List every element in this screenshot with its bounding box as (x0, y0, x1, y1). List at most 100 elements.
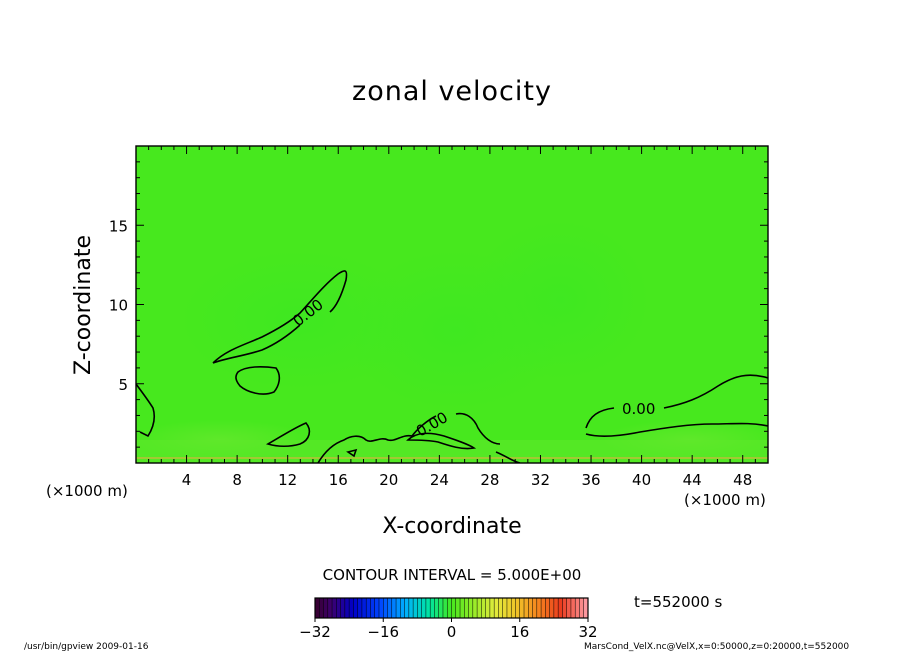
colorbar-cell (532, 598, 538, 618)
colorbar-cell (366, 598, 371, 618)
colorbar-cell (477, 598, 482, 618)
x-tick-label: 36 (581, 471, 600, 489)
contour-line (346, 448, 358, 458)
colorbar-cell (438, 598, 444, 618)
contour-line (265, 422, 311, 448)
x-tick-labels: 4 8 12 16 20 24 28 32 36 40 44 48 (182, 471, 752, 489)
colorbar-cell (583, 598, 589, 618)
colorbar-cell (434, 598, 440, 618)
x-tick-label: 28 (480, 471, 499, 489)
colorbar-cell (536, 598, 542, 618)
colorbar-cell (421, 598, 427, 618)
x-tick-label: 48 (733, 471, 752, 489)
y-tick-labels: 5 10 15 (109, 217, 128, 394)
colorbar-cell (570, 598, 576, 618)
colorbar-tick-label: 0 (447, 623, 457, 641)
x-tick-label: 40 (632, 471, 651, 489)
colorbar-cell (519, 598, 525, 618)
colorbar-cell (319, 598, 324, 618)
colorbar-cell (374, 598, 380, 618)
y-tick-label: 5 (118, 376, 128, 394)
footer-left-text: /usr/bin/gpview 2009-01-16 (24, 642, 149, 652)
colorbar-tick-label: −16 (367, 623, 399, 641)
colorbar-cell (353, 598, 358, 618)
colorbar-tick-label: −32 (299, 623, 331, 641)
y-tick-label: 10 (109, 297, 128, 315)
colorbar-cell (370, 598, 376, 618)
x-tick-label: 32 (531, 471, 550, 489)
colorbar-cell (566, 598, 572, 618)
colorbar-cell (447, 598, 452, 618)
colorbar-cell (562, 598, 567, 618)
x-unit-label-right: (×1000 m) (684, 491, 766, 509)
colorbar-cell (549, 598, 555, 618)
colorbar-cell (502, 598, 508, 618)
colorbar-cell (528, 598, 533, 618)
colorbar-cell (464, 598, 469, 618)
y-tick-label: 15 (109, 217, 128, 235)
colorbar-tick-label: 16 (510, 623, 529, 641)
colorbar-cell (506, 598, 512, 618)
colorbar-cell (349, 598, 354, 618)
colorbar-cell (387, 598, 393, 618)
colorbar-cell (344, 598, 350, 618)
colorbar (314, 597, 589, 622)
colorbar-cell (558, 598, 563, 618)
colorbar-cell (494, 598, 499, 618)
contour-line (585, 374, 768, 429)
colorbar-cell (579, 598, 585, 618)
colorbar-cell (327, 598, 333, 618)
x-tick-label: 12 (278, 471, 297, 489)
x-tick-label: 20 (379, 471, 398, 489)
footer-right-text: MarsCond_VelX.nc@VelX,x=0:50000,z=0:2000… (584, 642, 850, 652)
contour-line (585, 422, 768, 437)
colorbar-tick-label: 32 (578, 623, 597, 641)
contour-interval-label: CONTOUR INTERVAL = 5.000E+00 (322, 566, 582, 584)
x-unit-label-left: (×1000 m) (46, 482, 128, 500)
colorbar-cell (408, 598, 414, 618)
x-tick-label: 8 (232, 471, 242, 489)
colorbar-cell (545, 598, 550, 618)
heatmap-field (136, 146, 768, 463)
x-tick-label: 44 (683, 471, 702, 489)
colorbar-cell (460, 598, 465, 618)
colorbar-cell (524, 598, 529, 618)
colorbar-cell (383, 598, 388, 618)
colorbar-cell (357, 598, 363, 618)
contour-line (212, 270, 348, 364)
x-tick-label: 4 (182, 471, 192, 489)
y-axis-label: Z-coordinate (71, 235, 96, 375)
colorbar-cell (515, 598, 521, 618)
contour-line (235, 366, 281, 395)
colorbar-cell (451, 598, 457, 618)
colorbar-cell (417, 598, 422, 618)
colorbar-cell (541, 598, 546, 618)
colorbar-cell (489, 598, 495, 618)
x-tick-label: 16 (329, 471, 348, 489)
colorbar-cell (425, 598, 431, 618)
colorbar-cell (468, 598, 474, 618)
colorbar-cell (442, 598, 448, 618)
colorbar-cell (430, 598, 435, 618)
colorbar-cell (498, 598, 503, 618)
colorbar-cell (481, 598, 486, 618)
axis-ticks (136, 146, 768, 463)
colorbar-cell (511, 598, 516, 618)
x-tick-label: 24 (430, 471, 449, 489)
colorbar-tick-labels: −32 −16 0 16 32 (299, 623, 597, 641)
colorbar-cell (400, 598, 405, 618)
contour-label: 0.00 (622, 400, 655, 418)
colorbar-cell (315, 598, 320, 618)
time-label: t=552000 s (634, 593, 723, 611)
colorbar-cell (455, 598, 461, 618)
colorbar-cell (340, 598, 346, 618)
colorbar-cell (336, 598, 341, 618)
colorbar-cell (391, 598, 397, 618)
colorbar-cell (404, 598, 410, 618)
colorbar-cell (396, 598, 401, 618)
x-axis-label: X-coordinate (382, 514, 522, 539)
colorbar-cell (323, 598, 329, 618)
colorbar-cell (553, 598, 559, 618)
colorbar-cell (575, 598, 580, 618)
